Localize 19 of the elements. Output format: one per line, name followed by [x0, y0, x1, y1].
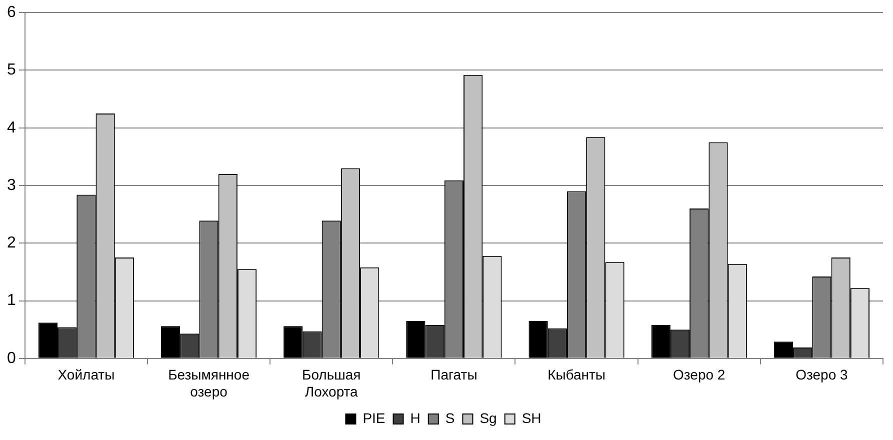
- x-tick-label: Большая Лохорта: [302, 366, 361, 400]
- x-tick-label: Безымянное озеро: [168, 366, 250, 400]
- y-tick-label: 5: [6, 62, 16, 79]
- y-tick-label: 2: [6, 234, 16, 252]
- y-tick-label: 6: [6, 4, 16, 22]
- y-tick-label: 0: [6, 350, 16, 367]
- y-tick-label: 3: [6, 176, 16, 194]
- x-tick-label: Хойлаты: [58, 366, 115, 383]
- legend-label: Sg: [480, 410, 497, 426]
- legend-label: SH: [522, 410, 542, 426]
- x-tick-label: Озеро 3: [796, 366, 848, 383]
- legend-label: PIE: [362, 410, 386, 426]
- x-tick-label: Пагаты: [430, 366, 478, 383]
- legend-label: S: [445, 410, 455, 426]
- x-tick-label: Кыбанты: [548, 366, 606, 383]
- legend-label: H: [410, 410, 420, 426]
- y-tick-label: 1: [6, 292, 16, 310]
- y-tick-label: 4: [6, 119, 16, 136]
- x-tick-label: Озеро 2: [673, 366, 726, 383]
